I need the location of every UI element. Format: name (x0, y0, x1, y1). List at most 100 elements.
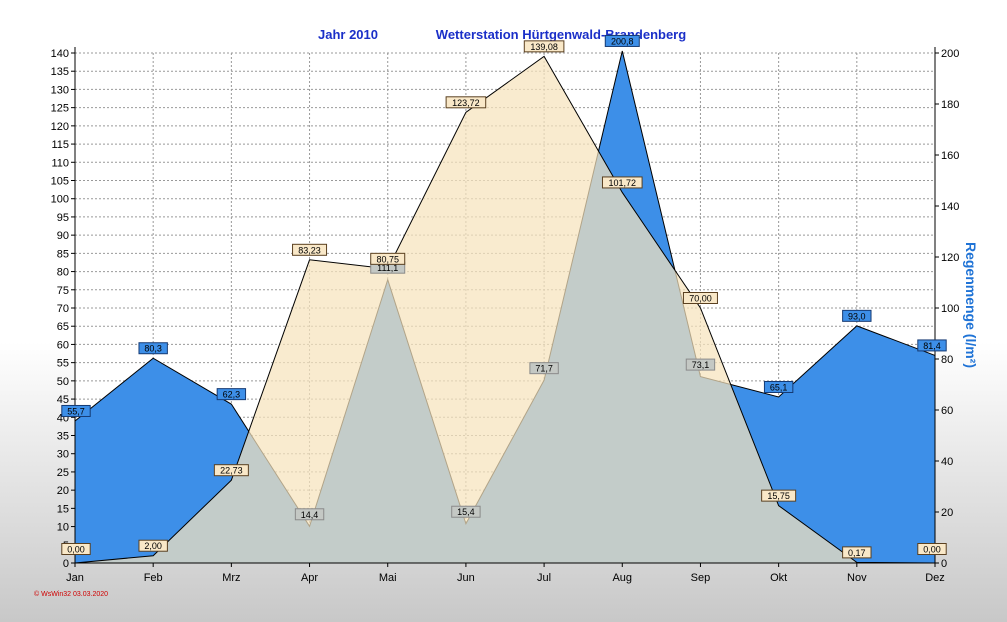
y-right-tick-label: 180 (941, 99, 959, 111)
data-label-rain-okt-box (763, 380, 794, 393)
data-label-sunshine-mai: 80,75 (370, 252, 406, 265)
data-label-sunshine-jun-box (445, 96, 487, 109)
y-right-tick-label: 20 (941, 507, 953, 519)
data-label-sunshine-okt-box (761, 489, 797, 502)
data-label-sunshine-apr-text: 83,23 (298, 245, 321, 255)
data-label-sunshine-apr: 83,23 (292, 243, 328, 256)
data-label-sunshine-jun: 123,72 (445, 96, 487, 109)
series-areas (74, 50, 936, 564)
x-tick-label-mrz: Mrz (222, 572, 240, 584)
x-tick-label-sep: Sep (691, 572, 711, 584)
data-label-sunshine-jan-text: 0,00 (67, 545, 85, 555)
data-label-sunshine-okt-text: 15,75 (767, 491, 790, 501)
data-label-sunshine-feb-text: 2,00 (144, 541, 162, 551)
data-label-sunshine-jul-text: 139,08 (530, 42, 558, 52)
data-label-sunshine-mrz-text: 22,73 (220, 466, 243, 476)
y-left-tick-label: 95 (57, 212, 69, 224)
y-right-tick-label: 200 (941, 48, 959, 60)
y-left-tick-label: 50 (57, 376, 69, 388)
y-right-tick-label: 100 (941, 303, 959, 315)
data-label-rain-jul: 71,7 (529, 362, 559, 375)
x-tick-label-okt: Okt (770, 572, 787, 584)
y-right-tick-label: 120 (941, 252, 959, 264)
data-label-rain-mrz-text: 62,3 (223, 390, 241, 400)
x-tick-label-apr: Apr (301, 572, 318, 584)
y-left-tick-label: 85 (57, 248, 69, 260)
data-label-rain-aug-text: 200,8 (611, 36, 634, 46)
data-label-sunshine-feb-box (138, 539, 168, 552)
data-label-rain-jan-text: 55,7 (67, 406, 85, 416)
x-tick-label-mai: Mai (379, 572, 397, 584)
y-left-tick-label: 25 (57, 467, 69, 479)
data-label-rain-nov-box (842, 309, 872, 322)
y-left-tick-label: 15 (57, 503, 69, 515)
data-label-rain-feb: 80,3 (138, 342, 168, 355)
x-tick-label-jul: Jul (537, 572, 551, 584)
data-label-rain-nov-text: 93,0 (848, 311, 866, 321)
data-label-sunshine-nov-box (842, 546, 872, 559)
data-label-rain-sep: 73,1 (685, 358, 716, 371)
data-label-sunshine-aug: 101,72 (601, 176, 643, 189)
y-right-tick-label: 40 (941, 456, 953, 468)
y-left-tick-label: 75 (57, 285, 69, 297)
data-label-sunshine-jan-box (61, 543, 91, 555)
y-right-tick-label: 0 (941, 558, 947, 570)
y-left-tick-label: 55 (57, 358, 69, 370)
data-label-rain-apr-text: 14,4 (301, 510, 319, 520)
data-label-rain-jul-text: 71,7 (535, 364, 553, 374)
data-label-rain-mrz-box (216, 388, 247, 401)
y-right-tick-label: 80 (941, 354, 953, 366)
y-left-tick-label: 0 (63, 558, 69, 570)
data-label-sunshine-feb: 2,00 (138, 539, 168, 552)
y-left-tick-label: 105 (51, 176, 69, 188)
data-label-sunshine-apr-box (292, 243, 328, 256)
x-tick-label-dez: Dez (925, 572, 945, 584)
data-label-rain-mrz: 62,3 (216, 388, 247, 401)
y-left-tick-label: 65 (57, 321, 69, 333)
data-label-sunshine-dez-text: 0,00 (923, 545, 941, 555)
y-left-tick-label: 100 (51, 194, 69, 206)
y-left-tick-label: 90 (57, 230, 69, 242)
data-label-sunshine-dez: 0,00 (917, 543, 947, 555)
y-right-tick-label: 60 (941, 405, 953, 417)
series-area-sunshine (74, 55, 936, 564)
data-label-rain-apr-box (294, 508, 325, 521)
y-left-tick-label: 45 (57, 394, 69, 406)
y-left-tick-label: 80 (57, 267, 69, 279)
data-label-rain-apr: 14,4 (294, 508, 325, 521)
data-label-rain-okt: 65,1 (763, 380, 794, 393)
y-right-tick-label: 160 (941, 150, 959, 162)
data-label-sunshine-aug-box (601, 176, 643, 189)
data-label-rain-jan: 55,7 (61, 404, 91, 417)
y-left-tick-label: 110 (51, 157, 69, 169)
data-label-rain-sep-box (685, 358, 716, 371)
data-label-rain-jun-box (451, 505, 481, 518)
y-left-tick-label: 140 (51, 48, 69, 60)
y-left-tick-label: 30 (57, 449, 69, 461)
x-tick-label-jun: Jun (457, 572, 475, 584)
data-label-rain-nov: 93,0 (842, 309, 872, 322)
data-label-sunshine-nov: 0,17 (842, 546, 872, 559)
y-right-axis-label: Regenmenge (l/m²) (963, 242, 979, 368)
data-label-rain-aug: 200,8 (604, 34, 640, 47)
data-label-sunshine-jan: 0,00 (61, 543, 91, 555)
data-label-rain-dez-text: 81,4 (923, 341, 941, 351)
y-right-tick-label: 140 (941, 201, 959, 213)
y-left-tick-label: 135 (51, 66, 69, 78)
data-label-sunshine-jun-text: 123,72 (452, 98, 480, 108)
data-label-sunshine-mrz: 22,73 (213, 464, 249, 477)
y-left-tick-label: 35 (57, 431, 69, 443)
footer-credit: © WsWin32 03.03.2020 (34, 590, 108, 598)
data-label-rain-jul-box (529, 362, 559, 375)
data-label-sunshine-jul-box (523, 40, 565, 53)
data-label-sunshine-sep-text: 70,00 (689, 294, 712, 304)
data-labels: 55,7 80,3 62,3 14,4 111,1 15,4 71,7 200,8 73,1 65… (61, 34, 947, 559)
data-label-sunshine-aug-text: 101,72 (609, 178, 637, 188)
y-left-tick-label: 60 (57, 339, 69, 351)
data-label-sunshine-jul: 139,08 (523, 40, 565, 53)
data-label-sunshine-mai-text: 80,75 (376, 254, 399, 264)
data-label-rain-dez-box (917, 339, 947, 352)
chart-title-year: Jahr 2010 (318, 27, 378, 42)
